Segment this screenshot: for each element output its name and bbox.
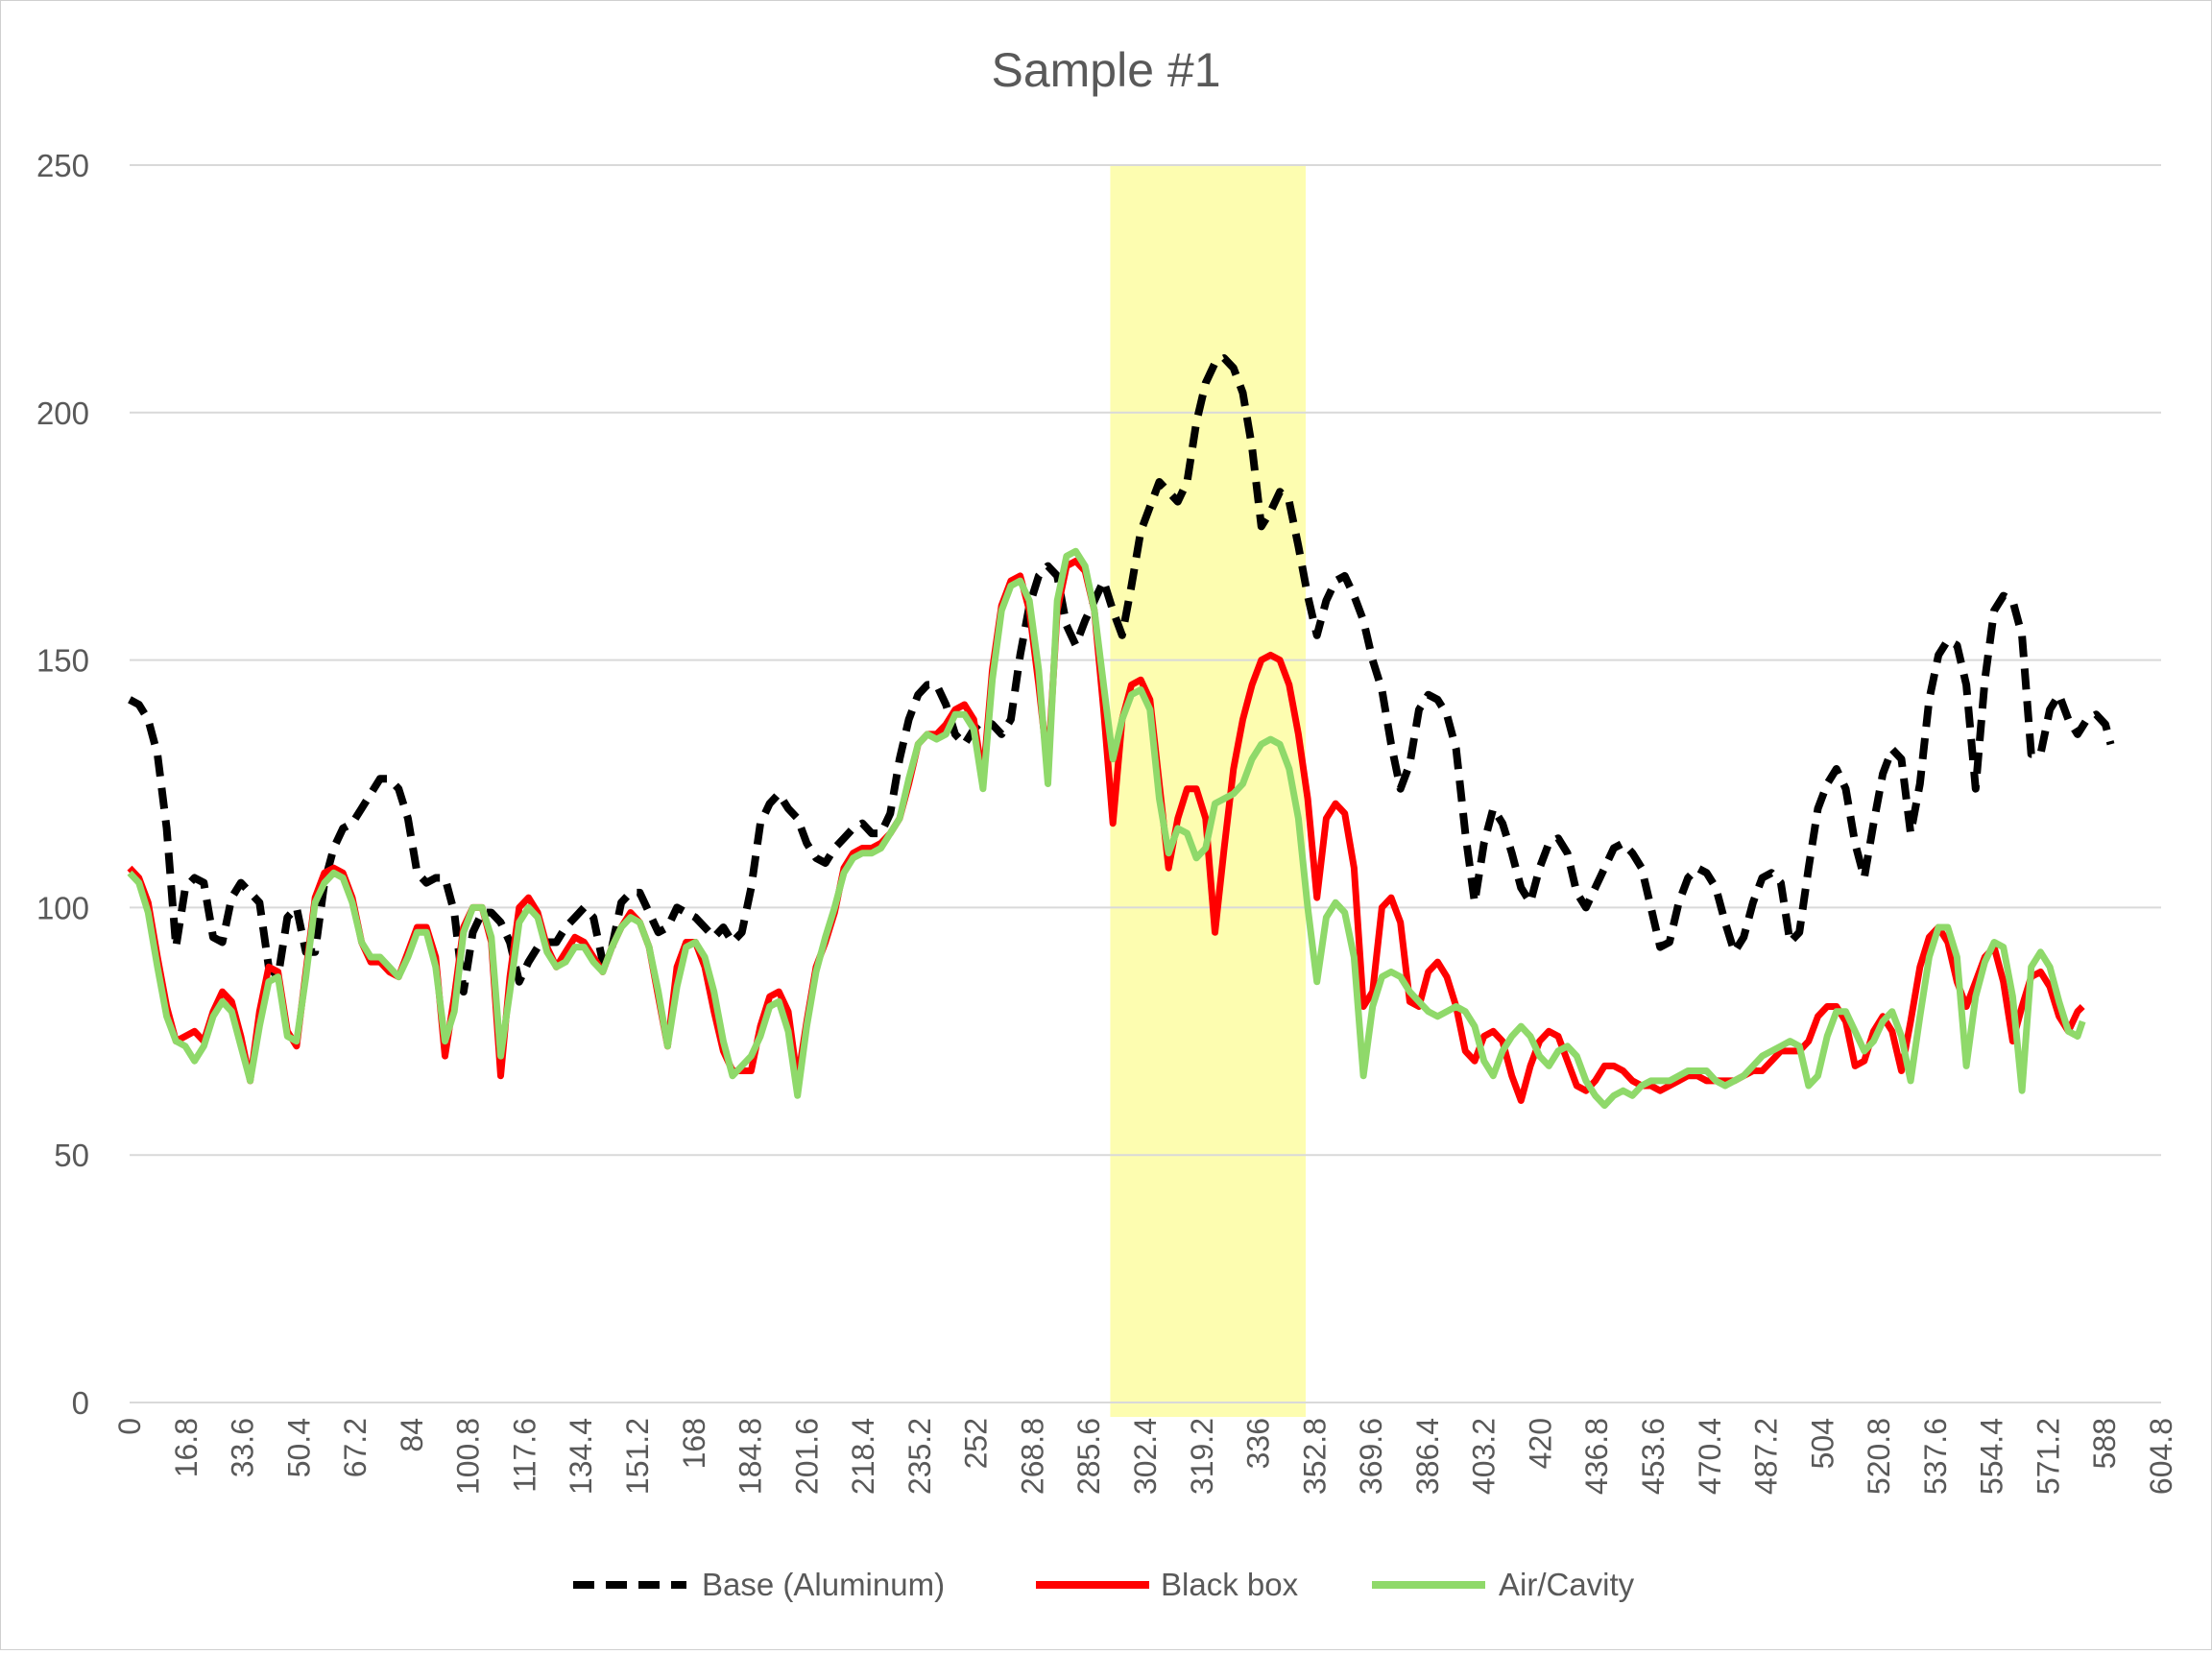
x-tick-label: 420: [1523, 1418, 1557, 1469]
x-tick-label: 336: [1241, 1418, 1276, 1469]
gridlines: [130, 164, 2161, 1403]
x-tick-label: 50.4: [281, 1418, 316, 1477]
x-tick-label: 453.6: [1636, 1418, 1671, 1495]
x-tick-label: 319.2: [1185, 1418, 1219, 1495]
x-tick-label: 168: [677, 1418, 711, 1469]
y-tick-label: 150: [36, 643, 89, 679]
x-tick-label: 184.8: [733, 1418, 768, 1495]
x-tick-label: 16.8: [169, 1418, 204, 1477]
x-tick-label: 252: [959, 1418, 994, 1469]
x-tick-label: 487.2: [1749, 1418, 1784, 1495]
x-tick-label: 67.2: [338, 1418, 373, 1477]
y-tick-label: 250: [36, 148, 89, 183]
x-tick-label: 33.6: [226, 1418, 260, 1477]
x-tick-label: 604.8: [2144, 1418, 2178, 1495]
x-tick-label: 520.8: [1862, 1418, 1896, 1495]
x-tick-label: 436.8: [1579, 1418, 1614, 1495]
x-tick-label: 369.6: [1354, 1418, 1388, 1495]
x-tick-label: 352.8: [1297, 1418, 1332, 1495]
x-tick-label: 84: [395, 1418, 429, 1452]
x-tick-label: 504: [1805, 1418, 1839, 1469]
x-tick-label: 117.6: [507, 1418, 541, 1493]
highlight-band: [1110, 165, 1307, 1417]
x-tick-label: 403.2: [1467, 1418, 1502, 1495]
legend-label-black-box: Black box: [1161, 1567, 1299, 1602]
y-tick-label: 100: [36, 890, 89, 925]
y-tick-label: 50: [54, 1138, 89, 1173]
x-tick-label: 285.6: [1071, 1418, 1106, 1495]
series-line-black-box: [127, 558, 2085, 1104]
y-tick-label: 200: [36, 396, 89, 431]
x-tick-label: 386.4: [1410, 1418, 1445, 1495]
x-tick-label: 571.2: [2031, 1418, 2065, 1495]
legend-label-air-cavity: Air/Cavity: [1499, 1567, 1635, 1602]
legend-label-base-aluminum: Base (Aluminum): [702, 1567, 945, 1602]
x-tick-label: 235.2: [902, 1418, 937, 1495]
x-tick-label: 268.8: [1015, 1418, 1049, 1495]
x-tick-label: 470.4: [1693, 1418, 1727, 1495]
x-tick-label: 201.6: [789, 1418, 824, 1495]
x-tick-label: 554.4: [1975, 1418, 2009, 1495]
x-tick-label: 100.8: [451, 1418, 486, 1495]
x-tick-label: 134.4: [564, 1418, 598, 1495]
highlight-band-layer: [1110, 165, 1307, 1417]
x-tick-label: 537.6: [1918, 1418, 1953, 1495]
x-tick-label: 302.4: [1128, 1418, 1163, 1495]
series-line-air-cavity: [127, 547, 2086, 1110]
y-axis-tick-labels: 0 50 100 150 200 250: [36, 148, 89, 1421]
y-tick-label: 0: [72, 1385, 89, 1421]
series-lines: [127, 354, 2115, 1110]
x-tick-label: 151.2: [620, 1418, 655, 1495]
chart-title: Sample #1: [991, 43, 1220, 97]
x-tick-label: 588: [2087, 1418, 2122, 1469]
legend: Base (Aluminum) Black box Air/Cavity: [573, 1567, 1635, 1602]
x-axis-tick-labels: 0 16.8 33.6 50.4 67.2 84 100.8 117.6 134.4 151.2 1…: [112, 1418, 2178, 1495]
x-tick-label: 218.4: [846, 1418, 880, 1495]
x-tick-label: 0: [112, 1418, 147, 1435]
